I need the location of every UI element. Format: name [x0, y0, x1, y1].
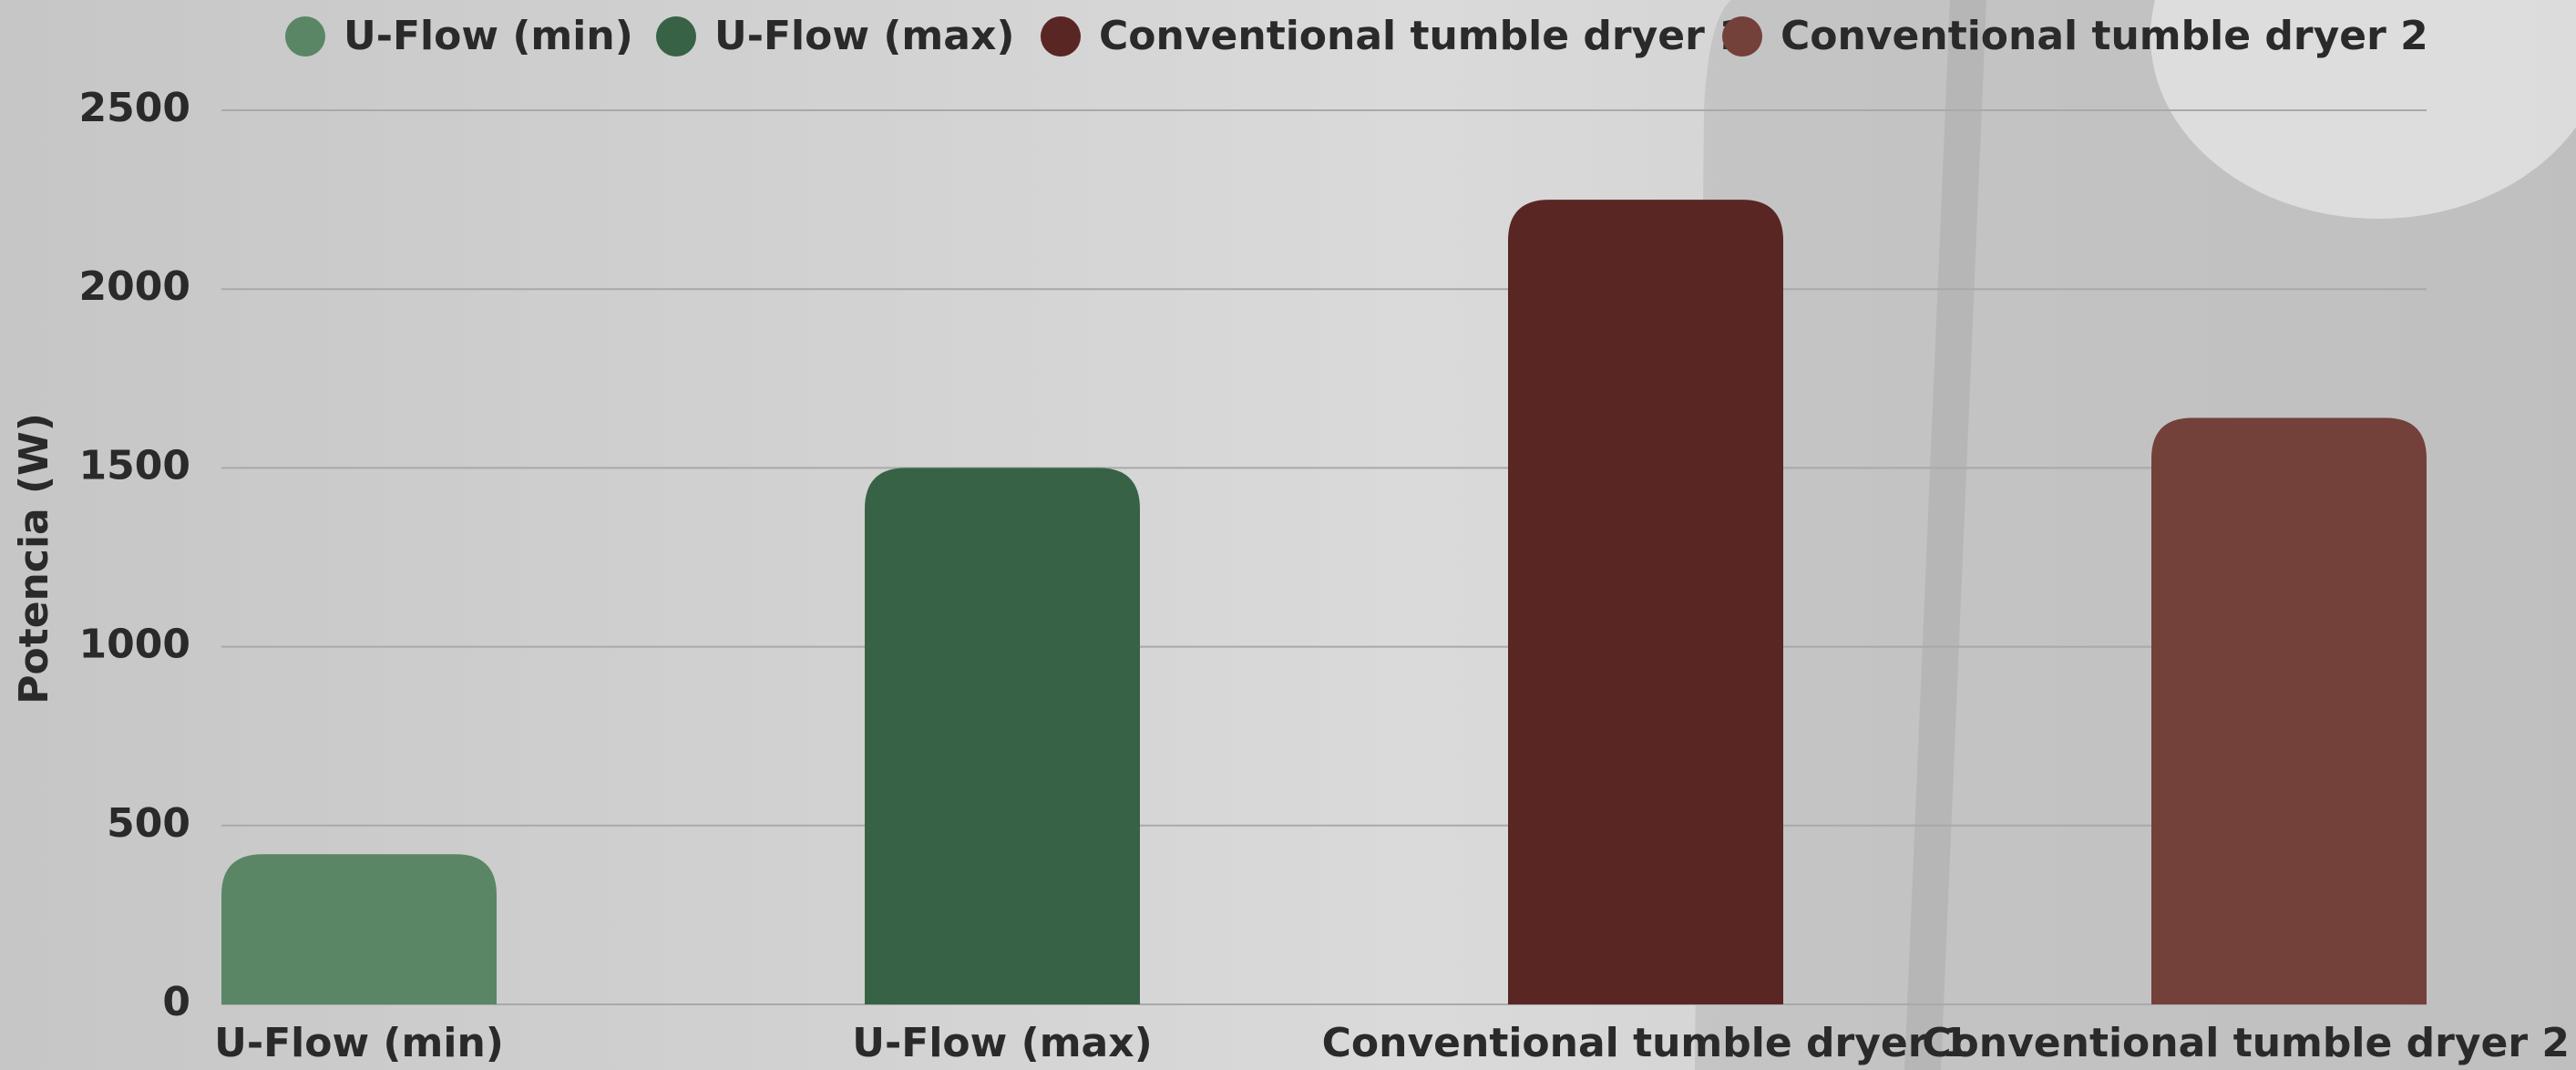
legend-swatch — [1041, 16, 1081, 57]
legend-swatch — [285, 16, 325, 57]
legend-swatch — [656, 16, 696, 57]
bar — [865, 468, 1140, 1004]
legend-swatch — [1722, 16, 1762, 57]
bar — [1508, 200, 1783, 1005]
x-tick-label: Conventional tumble dryer 1 — [1322, 1020, 1970, 1066]
legend-label: U-Flow (min) — [344, 13, 633, 59]
background-device-edge — [1904, 0, 1986, 1070]
y-tick-label: 2500 — [79, 85, 190, 131]
legend-label: Conventional tumble dryer 1 — [1099, 13, 1747, 59]
bar — [221, 854, 497, 1004]
y-tick-label: 1500 — [79, 442, 190, 489]
y-tick-label: 500 — [107, 800, 190, 847]
y-tick-label: 0 — [162, 979, 190, 1025]
background-device-window — [2150, 0, 2576, 219]
y-tick-label: 2000 — [79, 263, 190, 310]
y-axis-label: Potencia (W) — [11, 413, 57, 705]
x-tick-label: U-Flow (min) — [214, 1020, 504, 1066]
legend-label: U-Flow (max) — [714, 13, 1014, 59]
bar — [2151, 417, 2427, 1004]
x-tick-label: U-Flow (max) — [852, 1020, 1152, 1066]
x-tick-label: Conventional tumble dryer 2 — [1922, 1020, 2570, 1066]
y-tick-label: 1000 — [79, 622, 190, 668]
legend-label: Conventional tumble dryer 2 — [1781, 13, 2428, 59]
